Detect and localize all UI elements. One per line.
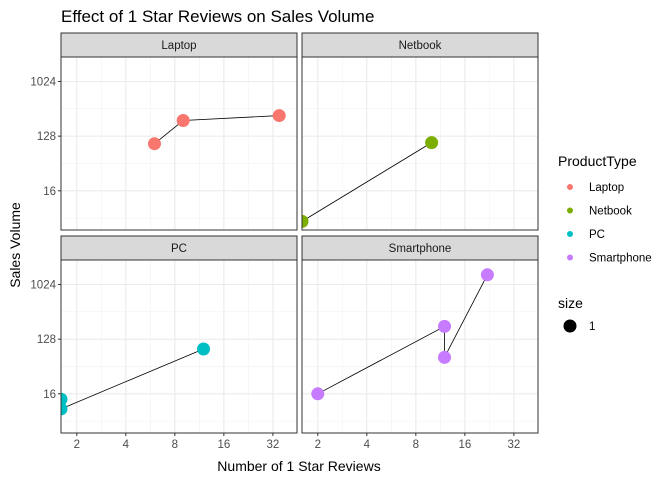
legend-key-netbook [567,207,573,214]
facet-strip [60,32,298,58]
y-tick-label: 128 [37,131,56,143]
data-point-netbook [302,214,309,228]
series-line-netbook [302,142,432,222]
panel-border [60,56,298,231]
x-tick-label: 4 [364,439,371,451]
facet-strip-label: Smartphone [389,243,452,255]
x-tick-label: 8 [413,439,419,451]
facet-strip [301,235,539,261]
data-point-smartphone [438,350,452,364]
facet-panel-netbook: Netbook [301,32,539,231]
panel-data [147,109,286,151]
legend-key-smartphone [567,254,573,261]
panel-border [60,259,298,434]
panel-background [302,260,538,433]
x-tick-label: 32 [507,439,520,451]
size-legend-title: size [558,295,583,311]
legend-label-pc: PC [589,229,605,241]
facet-strip-label: Laptop [161,40,196,52]
y-tick-label: 16 [43,389,56,401]
x-tick-label: 16 [217,439,230,451]
facet-panel-smartphone: Smartphone 2 4 8 16 32 [301,235,539,451]
data-point-laptop [272,109,286,123]
series-line-smartphone [317,274,488,395]
panel-data [311,268,494,401]
facet-panels: Laptop 16 128 1024 Netbook PC 16 128 1024 2 4 8 16 32… [30,32,539,451]
legend-label-laptop: Laptop [589,182,624,194]
legend-title: ProductType [558,153,637,169]
data-point-pc [197,342,211,356]
legend-label-netbook: Netbook [589,206,632,218]
x-tick-label: 2 [74,439,80,451]
x-axis-title: Number of 1 Star Reviews [217,458,380,474]
data-point-smartphone [311,387,325,401]
legend-key-laptop [567,184,573,190]
panel-data [61,342,211,416]
panel-background [302,57,538,230]
x-tick-label: 16 [458,439,471,451]
data-point-laptop [176,114,190,128]
data-point-laptop [147,137,161,151]
data-point-smartphone [438,319,452,333]
facet-strip [60,235,298,261]
data-point-netbook [425,136,439,150]
x-tick-label: 4 [123,439,130,451]
facet-panel-pc: PC 16 128 1024 2 4 8 16 32 [30,235,298,451]
panel-data [302,136,439,228]
y-tick-label: 1024 [30,279,56,291]
panel-border [301,56,539,231]
y-tick-label: 1024 [30,76,56,88]
x-tick-label: 32 [266,439,279,451]
legend: ProductType Laptop Netbook PC Smartphone si… [558,153,652,333]
y-tick-label: 16 [43,186,56,198]
data-point-smartphone [480,268,494,282]
facet-strip-label: PC [171,243,187,255]
panel-border [301,259,539,434]
panel-background [61,57,297,230]
data-point-pc [61,402,68,416]
x-tick-label: 8 [172,439,178,451]
facet-strip [301,32,539,58]
legend-label-smartphone: Smartphone [589,253,652,265]
x-tick-label: 2 [315,439,321,451]
y-axis-title: Sales Volume [7,202,23,288]
facet-panel-laptop: Laptop 16 128 1024 [30,32,298,231]
facet-strip-label: Netbook [399,40,442,52]
size-legend-label: 1 [589,321,595,333]
panel-background [61,260,297,433]
data-point-pc [61,392,68,406]
size-legend-key [563,319,577,333]
chart-title: Effect of 1 Star Reviews on Sales Volume [61,7,374,26]
legend-entries: Laptop Netbook PC Smartphone [567,182,652,265]
legend-key-pc [567,231,573,237]
series-line-pc [61,348,204,410]
y-tick-label: 128 [37,334,56,346]
